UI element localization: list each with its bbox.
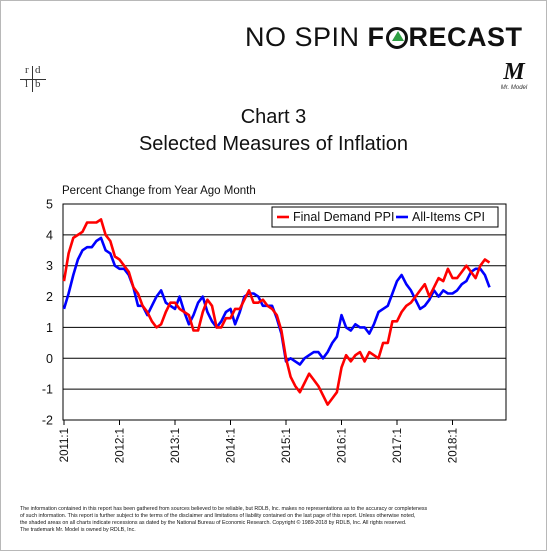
arrow-up-icon [385,27,408,49]
disclaimer-line: of such information. This report is furt… [20,513,416,519]
disclaimer-line: the shaded areas on all charts indicate … [20,520,407,526]
disclaimer-line: The information contained in this report… [20,506,428,512]
y-tick-label: 0 [46,352,53,366]
plot-area-border [62,203,507,421]
x-tick-label: 2012:1 [115,428,127,463]
x-tick-label: 2014:1 [226,428,238,463]
mr-model-caption: Mr. Model [500,85,528,91]
rdlb-letter: d [35,64,41,76]
x-tick-label: 2017:1 [392,428,404,463]
brand-text-forecast: F RECAST [368,22,523,52]
rdlb-logo-horizontal-rule [20,79,46,80]
y-tick-label: 5 [46,198,53,212]
mr-model-letter: M [503,59,525,85]
x-tick-label: 2015:1 [281,428,293,463]
disclaimer: The information contained in this report… [20,506,530,534]
y-tick-label: 1 [46,321,53,335]
legend-label-ppi: Final Demand PPI [293,210,394,224]
x-tick-label: 2016:1 [337,428,349,463]
series-line-all-items-cpi [62,236,491,366]
series-line-final-demand-ppi [62,218,491,406]
y-tick-label: 2 [46,290,53,304]
disclaimer-line: The trademark Mr. Model is owned by RDLB… [20,527,136,533]
rdlb-letter: l [25,78,29,90]
y-tick-label: -2 [42,414,53,428]
rdlb-logo: r d l b [20,64,46,92]
legend-label-cpi: All-Items CPI [412,210,485,224]
chart-title-line1: Chart 3 [240,106,307,128]
x-tick-label: 2013:1 [170,428,182,463]
brand-text-recast: RECAST [408,22,523,52]
x-tick-label: 2018:1 [448,428,460,463]
brand-logo: NO SPIN F RECAST [245,22,523,53]
rdlb-letter: r [25,64,29,76]
brand-letter-f: F [367,22,385,52]
rdlb-letter: b [35,78,41,90]
x-tick-label: 2011:1 [59,428,71,462]
brand-text-no-spin: NO SPIN [245,22,368,52]
legend-box [271,206,499,228]
mr-model-logo: M Mr. Model [499,60,529,94]
y-axis-label: Percent Change from Year Ago Month [62,185,256,197]
y-tick-label: 3 [46,259,53,273]
chart-title-line2: Selected Measures of Inflation [138,133,409,155]
y-tick-label: -1 [42,383,53,397]
y-tick-label: 4 [46,228,53,242]
